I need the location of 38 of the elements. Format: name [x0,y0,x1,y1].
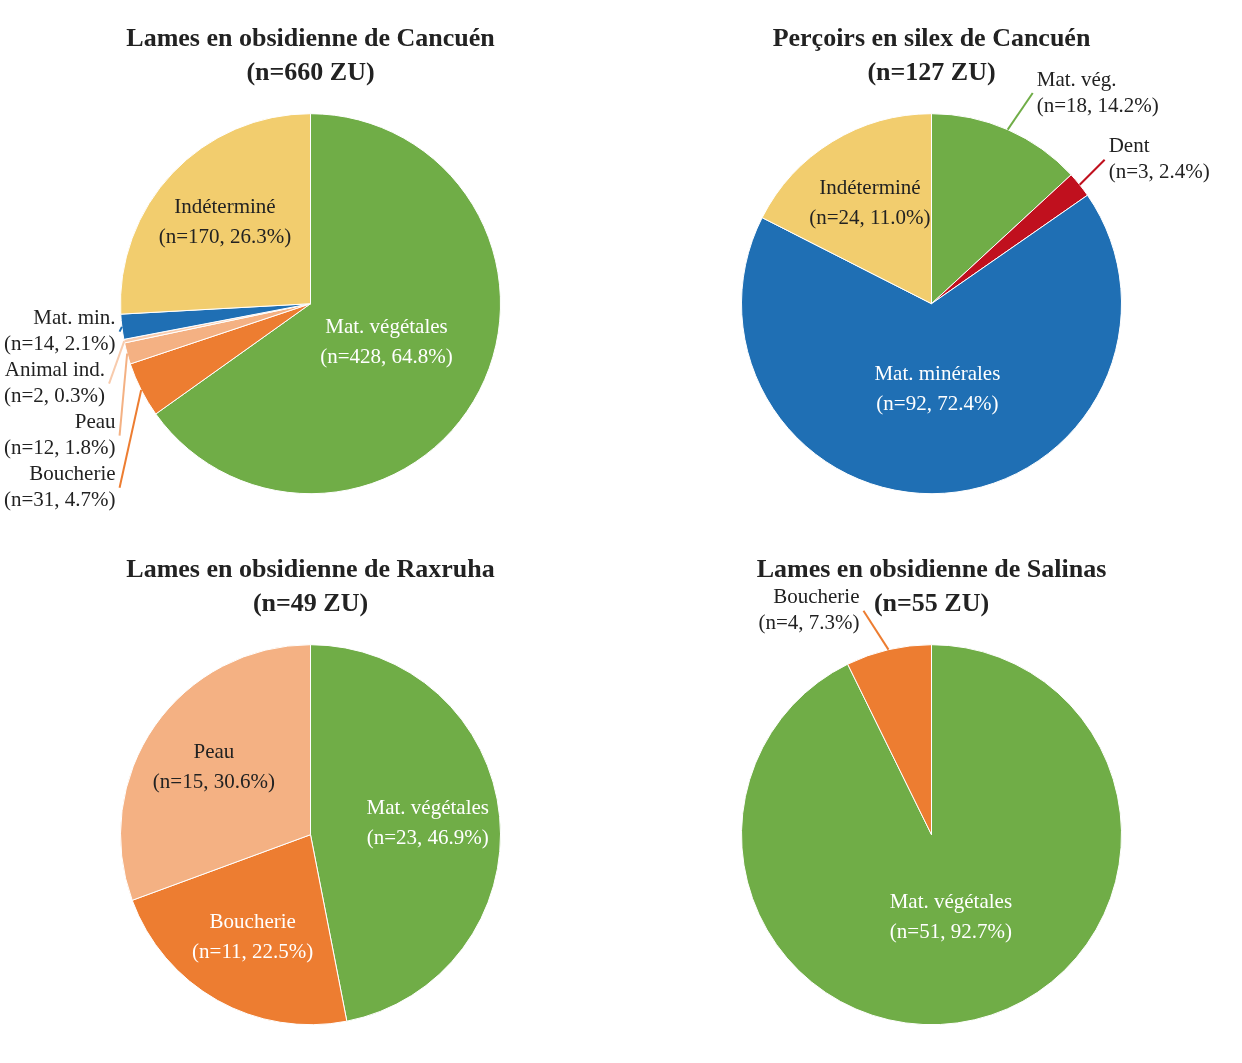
slice-label: Dent [1108,133,1150,158]
slice-label: Mat. végétales [366,794,489,819]
chart-title: Lames en obsidienne de Salinas [756,554,1107,584]
slice-label: Boucherie [29,461,116,486]
chart-subtitle: (n=55 ZU) [873,587,990,617]
slice-label: Mat. végétales [325,314,448,339]
slice-label: Mat. minérales [874,360,1001,385]
data-label: (n=11, 22.5%) [192,938,314,963]
slice-label: Peau [74,409,117,434]
slice-label: Mat. min. [33,305,116,330]
data-label: (n=92, 72.4%) [876,390,999,415]
slice-label: Animal ind. [4,357,106,382]
slice-label: Mat. vég. [1036,66,1117,91]
slice-label: Mat. végétales [889,889,1013,914]
data-label: (n=23, 46.9%) [366,824,489,849]
data-label: (n=170, 26.3%) [158,224,292,249]
data-label: (n=14, 2.1%) [3,331,116,356]
chart-title: Perçoirs en silex de Cancuén [772,23,1091,53]
chart-subtitle: (n=49 ZU) [252,587,369,617]
data-label: (n=2, 0.3%) [3,383,106,408]
chart-subtitle: (n=127 ZU) [867,56,996,86]
slice-label: Boucherie [773,584,860,609]
chart-title: Lames en obsidienne de Cancuén [126,23,496,53]
data-label: (n=3, 2.4%) [1108,159,1210,184]
data-label: (n=51, 92.7%) [889,919,1012,944]
chart-subtitle: (n=660 ZU) [246,56,375,86]
slice-label: Peau [193,738,235,763]
data-label: (n=15, 30.6%) [152,768,275,793]
slice-label: Boucherie [209,908,296,933]
data-label: (n=428, 64.8%) [320,344,453,369]
data-label: (n=31, 4.7%) [3,487,116,512]
data-label: (n=18, 14.2%) [1036,92,1159,117]
data-label: (n=24, 11.0%) [809,204,931,229]
slice-label: Indéterminé [174,194,276,219]
slice-label: Indéterminé [819,174,921,199]
data-label: (n=12, 1.8%) [3,435,116,460]
data-label: (n=4, 7.3%) [758,610,860,635]
chart-title: Lames en obsidienne de Raxruha [126,554,495,584]
